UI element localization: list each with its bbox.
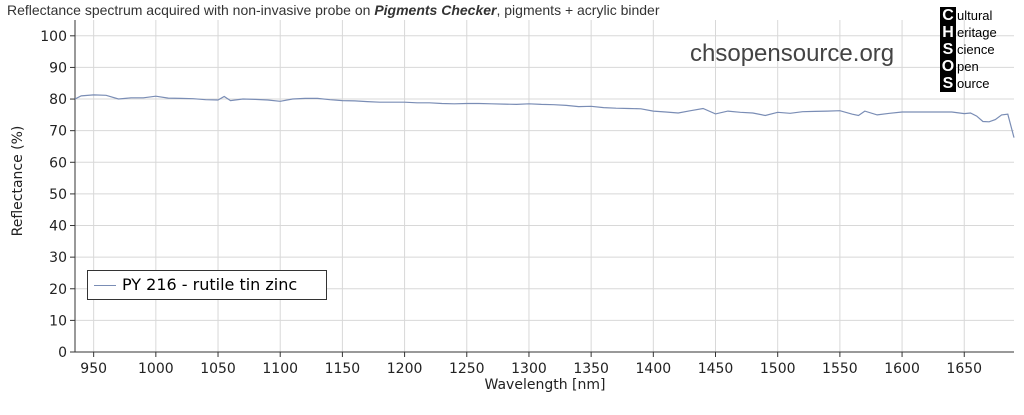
legend-label: PY 216 - rutile tin zinc: [122, 275, 298, 294]
x-tick-label: 1250: [449, 361, 485, 377]
x-tick-label: 1000: [138, 361, 174, 377]
y-tick-label: 50: [49, 187, 67, 203]
y-tick-label: 70: [49, 124, 67, 140]
legend-line-swatch: [94, 285, 116, 286]
x-tick-label: 1150: [325, 361, 361, 377]
series-layer: [74, 94, 1015, 138]
y-tick-label: 20: [49, 282, 67, 298]
y-tick-label: 10: [49, 313, 67, 329]
x-tick-label: 1450: [698, 361, 734, 377]
y-axis-label: Reflectance (%): [10, 126, 26, 237]
logo-letter: S: [940, 75, 956, 92]
y-tick-label: 0: [58, 345, 67, 361]
logo-letter: H: [940, 24, 956, 41]
title-suffix: , pigments + acrylic binder: [496, 2, 660, 18]
x-axis-label: Wavelength [nm]: [485, 377, 606, 393]
logo-word: cience: [957, 42, 995, 57]
x-tick-label: 1650: [946, 361, 982, 377]
x-tick-label: 1050: [200, 361, 236, 377]
x-tick-label: 1300: [511, 361, 547, 377]
logo-word: pen: [957, 59, 979, 74]
logo-word: ultural: [957, 8, 993, 23]
x-tick-label: 1600: [884, 361, 920, 377]
x-tick-label: 1400: [636, 361, 672, 377]
logo-word: ource: [957, 76, 990, 91]
x-tick-label: 1500: [760, 361, 796, 377]
y-tick-label: 60: [49, 155, 67, 171]
logo-word: eritage: [957, 25, 997, 40]
y-tick-label: 40: [49, 219, 67, 235]
title-emphasis: Pigments Checker: [374, 2, 497, 18]
y-tick-label: 90: [49, 60, 67, 76]
y-tick-label: 30: [49, 250, 67, 266]
x-tick-label: 1100: [262, 361, 298, 377]
x-tick-label: 950: [80, 361, 107, 377]
legend: PY 216 - rutile tin zinc: [87, 270, 327, 300]
x-tick-label: 1350: [573, 361, 609, 377]
logo-letter: O: [940, 58, 956, 75]
grid: [75, 20, 1014, 353]
logo-letter: S: [940, 41, 956, 58]
website-watermark: chsopensource.org: [690, 40, 895, 67]
axes: [70, 20, 1014, 357]
logo-letter: C: [940, 7, 956, 24]
y-tick-label: 80: [49, 92, 67, 108]
y-tick-label: 100: [40, 29, 67, 45]
tick-labels: 950 1000 1050 1100 1150 1200 1250 1300 1350 1400 1…: [40, 29, 982, 377]
x-tick-label: 1200: [387, 361, 423, 377]
series-line-py216: [74, 94, 1015, 138]
chart-title: Reflectance spectrum acquired with non-i…: [7, 2, 660, 18]
x-tick-label: 1550: [822, 361, 858, 377]
title-prefix: Reflectance spectrum acquired with non-i…: [7, 2, 375, 18]
